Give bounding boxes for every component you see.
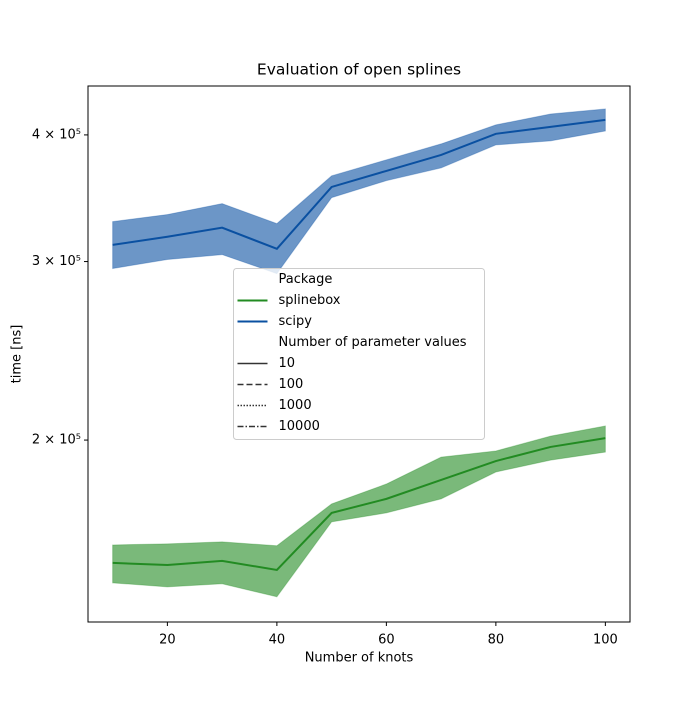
x-tick-label: 20 — [159, 633, 176, 648]
legend-label: splinebox — [279, 293, 341, 308]
y-tick-label: 4 × 10⁵ — [32, 127, 81, 142]
chart-title: Evaluation of open splines — [257, 61, 461, 79]
y-axis-label: time [ns] — [10, 325, 25, 384]
legend-title: Package — [279, 272, 333, 287]
line — [112, 437, 606, 572]
x-axis-label: Number of knots — [305, 651, 414, 666]
x-tick-label: 60 — [378, 633, 395, 648]
legend-title: Number of parameter values — [279, 335, 467, 350]
line — [112, 118, 606, 251]
legend-label: 1000 — [279, 398, 312, 413]
legend-label: scipy — [279, 314, 313, 329]
x-tick-label: 100 — [593, 633, 618, 648]
x-tick-label: 80 — [488, 633, 505, 648]
legend-label: 10 — [279, 356, 296, 371]
legend-label: 10000 — [279, 419, 320, 434]
x-tick-label: 40 — [269, 633, 286, 648]
y-tick-label: 2 × 10⁵ — [32, 433, 81, 448]
confidence-band — [112, 425, 606, 598]
legend-label: 100 — [279, 377, 304, 392]
y-tick-label: 3 × 10⁵ — [32, 254, 81, 269]
legend-box — [233, 268, 485, 440]
plot-frame — [87, 85, 631, 623]
